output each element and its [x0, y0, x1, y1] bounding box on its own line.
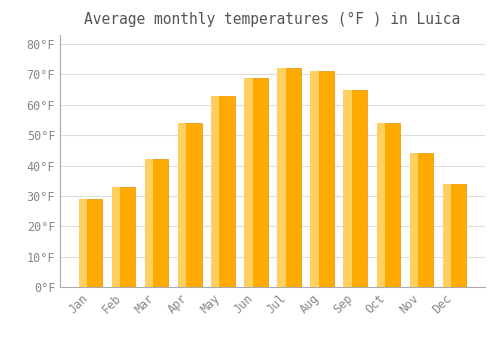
Bar: [80, 199, 102, 287]
Bar: [278, 68, 300, 287]
Bar: [146, 160, 169, 287]
Bar: [244, 77, 252, 287]
Bar: [178, 123, 202, 287]
Bar: [344, 90, 351, 287]
Bar: [212, 96, 234, 287]
Bar: [410, 153, 418, 287]
Bar: [376, 123, 400, 287]
Bar: [212, 96, 220, 287]
Bar: [80, 199, 88, 287]
Bar: [376, 123, 384, 287]
Bar: [146, 160, 154, 287]
Bar: [178, 123, 186, 287]
Bar: [244, 77, 268, 287]
Bar: [344, 90, 366, 287]
Bar: [278, 68, 285, 287]
Title: Average monthly temperatures (°F ) in Luica: Average monthly temperatures (°F ) in Lu…: [84, 12, 460, 27]
Bar: [442, 184, 450, 287]
Bar: [442, 184, 466, 287]
Bar: [410, 153, 432, 287]
Bar: [310, 71, 334, 287]
Bar: [112, 187, 136, 287]
Bar: [310, 71, 318, 287]
Bar: [112, 187, 120, 287]
